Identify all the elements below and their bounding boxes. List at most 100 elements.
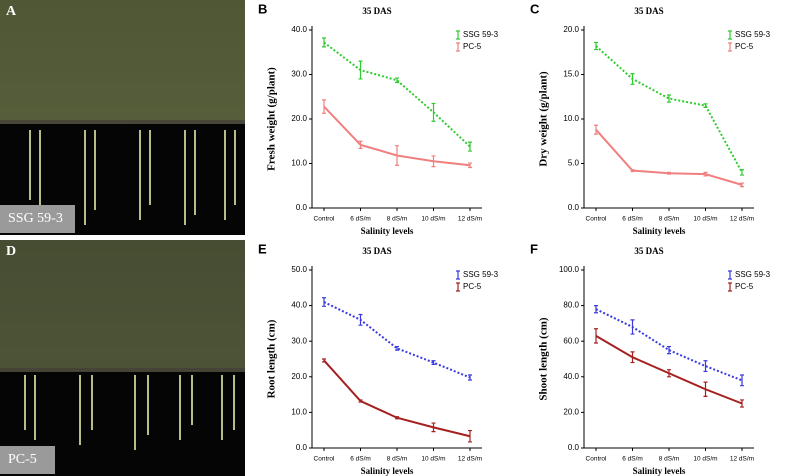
error-bar	[594, 41, 598, 51]
x-tick-label: 12 dS/m	[730, 456, 754, 463]
roots	[24, 375, 235, 450]
photo-plants	[0, 0, 245, 120]
y-tick-label: 50.0	[291, 265, 307, 274]
legend-label: PC-5	[735, 282, 754, 291]
y-tick-label: 10.0	[563, 114, 579, 123]
y-tick-label: 10.0	[291, 159, 307, 168]
error-bar	[395, 145, 399, 166]
series-line	[595, 45, 743, 173]
legend-label: SSG 59-3	[735, 30, 771, 39]
y-tick-label: 40.0	[291, 25, 307, 34]
y-tick-label: 20.0	[563, 25, 579, 34]
error-bar	[395, 77, 399, 84]
x-tick-label: 6 dS/m	[350, 216, 371, 223]
x-tick-label: 10 dS/m	[693, 456, 717, 463]
photo-plants	[0, 240, 245, 368]
series-line	[323, 41, 471, 148]
y-tick-label: 80.0	[563, 301, 579, 310]
y-axis-label: Root length (cm)	[266, 319, 278, 398]
error-bar	[358, 60, 363, 80]
y-tick-label: 10.0	[291, 408, 307, 417]
x-axis-label: Salinity levels	[361, 466, 414, 476]
error-bar	[395, 416, 399, 420]
legend-label: PC-5	[463, 282, 482, 291]
y-tick-label: 0.0	[296, 443, 308, 452]
error-bar	[630, 169, 635, 173]
y-tick-label: 5.0	[568, 159, 580, 168]
panel-label: E	[258, 241, 267, 256]
x-tick-label: Control	[586, 456, 608, 463]
legend-swatch	[456, 270, 460, 280]
error-bar	[630, 319, 635, 335]
error-bar	[431, 102, 436, 122]
x-tick-label: 6 dS/m	[622, 456, 643, 463]
photo-caption: PC-5	[8, 452, 37, 467]
x-axis-label: Salinity levels	[361, 226, 414, 236]
legend-label: SSG 59-3	[463, 30, 499, 39]
panel-label: D	[6, 244, 16, 259]
legend-swatch	[728, 270, 732, 280]
legend-label: PC-5	[463, 42, 482, 51]
error-bar	[468, 374, 472, 381]
chart-title: 35 DAS	[362, 6, 391, 16]
panel-label: A	[6, 4, 17, 19]
photo-a	[0, 0, 245, 235]
series-line	[323, 301, 471, 379]
error-bar	[740, 399, 744, 408]
caption-box	[0, 205, 75, 233]
photo-d	[0, 240, 245, 476]
x-tick-label: 12 dS/m	[458, 456, 482, 463]
y-tick-label: 0.0	[568, 443, 580, 452]
panel-label: C	[530, 1, 540, 16]
caption-box	[0, 446, 55, 474]
y-axis-label: Shoot length (cm)	[538, 317, 550, 400]
error-bar	[594, 328, 598, 344]
error-bar	[703, 103, 708, 109]
error-bar	[358, 399, 363, 403]
y-tick-label: 0.0	[296, 203, 308, 212]
error-bar	[468, 162, 472, 169]
y-tick-label: 40.0	[291, 301, 307, 310]
y-axis-label: Fresh weight (g/plant)	[266, 67, 278, 171]
series-line	[323, 359, 471, 438]
x-tick-label: 8 dS/m	[387, 216, 408, 223]
error-bar	[667, 94, 671, 103]
error-bar	[740, 182, 744, 188]
legend-swatch	[728, 42, 732, 52]
legend-swatch	[456, 42, 460, 52]
x-tick-label: Control	[586, 216, 608, 223]
x-tick-label: 12 dS/m	[730, 216, 754, 223]
error-bar	[703, 381, 708, 397]
y-axis-label: Dry weight (g/plant)	[538, 71, 550, 167]
x-tick-label: 6 dS/m	[622, 216, 643, 223]
error-bar	[322, 99, 326, 114]
x-axis-label: Salinity levels	[633, 466, 686, 476]
series-line	[595, 129, 743, 186]
error-bar	[740, 169, 744, 176]
error-bar	[594, 124, 598, 135]
x-tick-label: Control	[314, 216, 336, 223]
y-tick-label: 60.0	[563, 336, 579, 345]
legend-label: SSG 59-3	[463, 270, 499, 279]
legend-swatch	[728, 30, 732, 40]
x-tick-label: 6 dS/m	[350, 456, 371, 463]
y-tick-label: 40.0	[563, 372, 579, 381]
error-bar	[594, 305, 598, 314]
y-tick-label: 0.0	[568, 203, 580, 212]
y-tick-label: 20.0	[563, 408, 579, 417]
error-bar	[667, 171, 671, 175]
x-tick-label: 8 dS/m	[387, 456, 408, 463]
error-bar	[667, 345, 671, 355]
legend-label: SSG 59-3	[735, 270, 771, 279]
error-bar	[322, 358, 326, 363]
legend-swatch	[728, 282, 732, 292]
photo-caption: SSG 59-3	[8, 211, 63, 226]
x-tick-label: 8 dS/m	[659, 456, 680, 463]
roots	[29, 130, 236, 225]
error-bar	[667, 369, 671, 378]
error-bar	[358, 313, 363, 326]
chart-title: 35 DAS	[362, 246, 391, 256]
x-tick-label: 10 dS/m	[421, 456, 445, 463]
error-bar	[740, 374, 744, 387]
